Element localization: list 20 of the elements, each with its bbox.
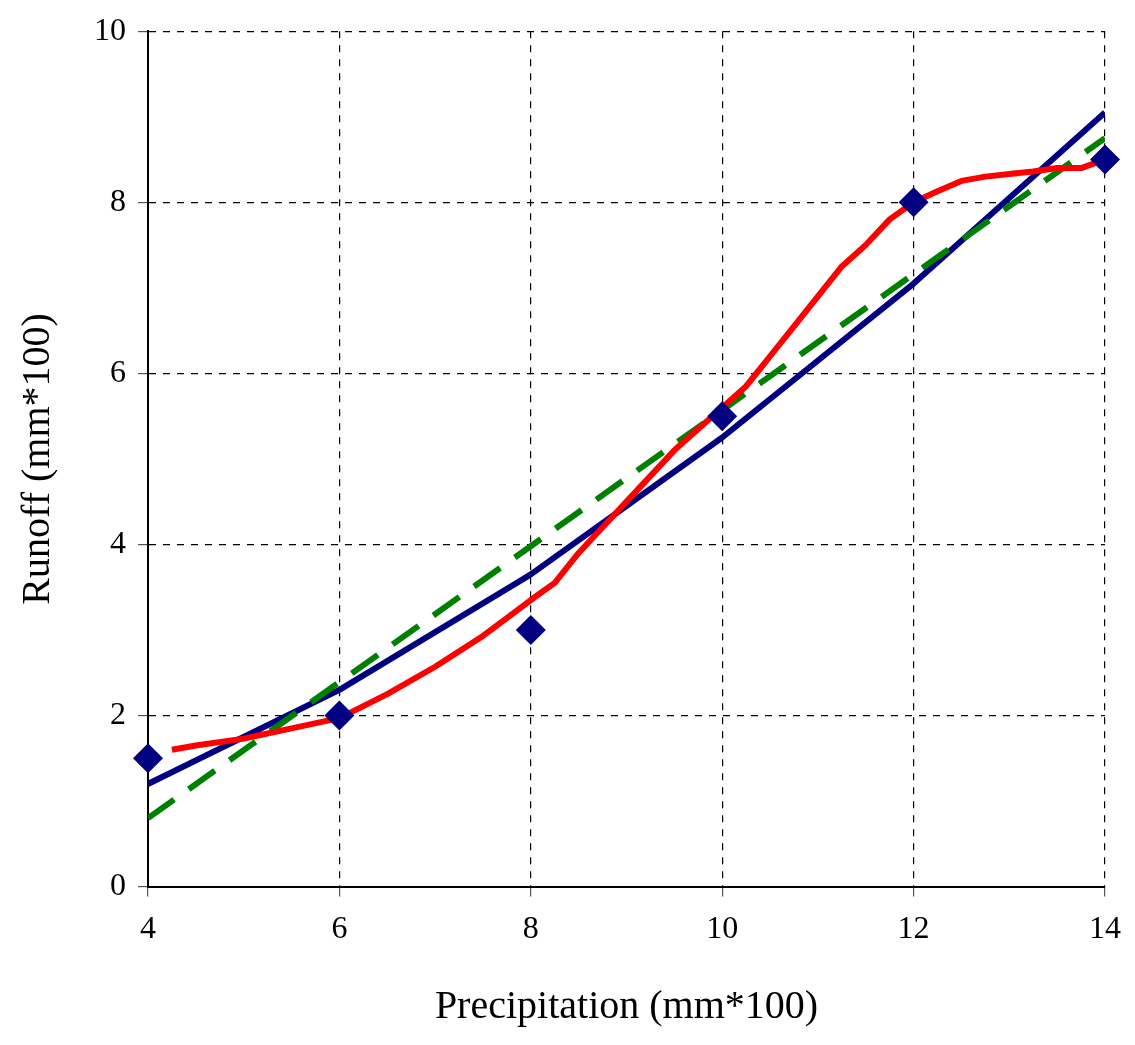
x-tick-label: 6: [331, 909, 348, 946]
x-tick-label: 14: [1089, 909, 1121, 946]
y-axis-title: Runoff (mm*100): [12, 313, 58, 605]
point: [133, 743, 163, 774]
x-tick-label: 4: [140, 909, 156, 946]
point: [707, 401, 738, 432]
x-tick-label: 8: [522, 909, 539, 946]
y-tick-label: 10: [94, 10, 126, 47]
x-tick-label: 10: [706, 909, 739, 946]
point: [324, 700, 355, 731]
point: [515, 614, 546, 645]
point: [898, 187, 929, 218]
y-tick-label: 8: [110, 181, 126, 218]
y-tick-label: 4: [110, 523, 126, 560]
y-tick-label: 2: [110, 694, 126, 731]
x-tick-label: 12: [897, 909, 930, 946]
y-tick-label: 0: [110, 866, 126, 903]
point: [1090, 144, 1120, 175]
y-tick-label: 6: [110, 352, 126, 389]
x-axis-title: Precipitation (mm*100): [434, 981, 819, 1027]
